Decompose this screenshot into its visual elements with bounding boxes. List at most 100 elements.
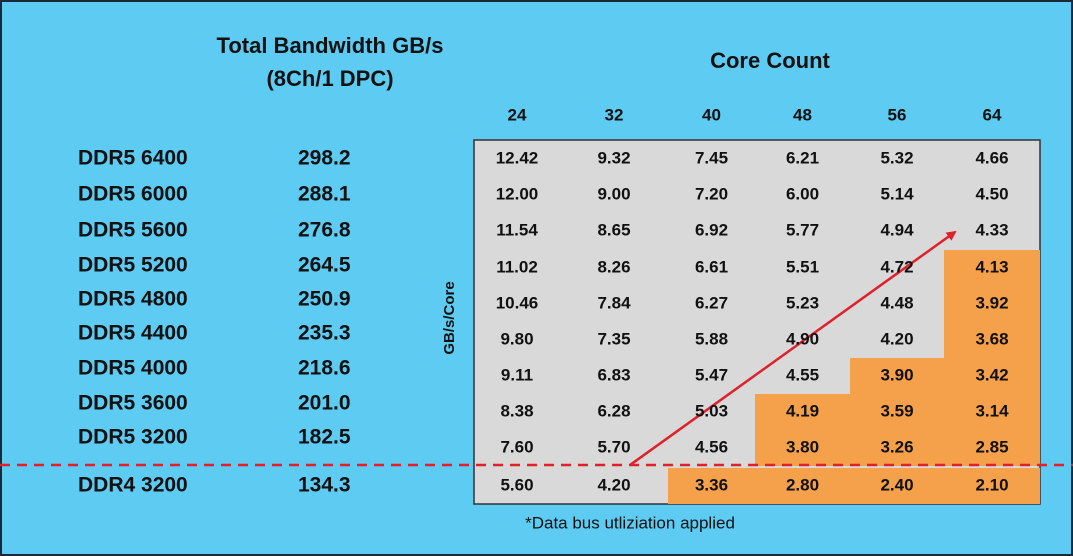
cell: 5.88 [695, 329, 728, 348]
cell: 3.26 [880, 437, 913, 456]
highlight [944, 250, 1040, 286]
cell: 3.14 [975, 401, 1009, 420]
cell: 7.45 [695, 148, 728, 167]
cell: 2.80 [786, 475, 819, 494]
memory-label: DDR4 3200 [78, 474, 188, 497]
cell: 9.32 [597, 148, 630, 167]
cell: 6.27 [695, 293, 728, 312]
cell: 3.68 [975, 329, 1008, 348]
bandwidth: 288.1 [298, 183, 351, 206]
cell: 5.70 [597, 437, 630, 456]
cell: 6.00 [786, 184, 819, 203]
memory-label: DDR5 4800 [78, 288, 188, 311]
cell: 6.92 [695, 220, 728, 239]
cell: 4.33 [975, 220, 1008, 239]
cell: 7.84 [597, 293, 631, 312]
bandwidth: 134.3 [298, 474, 351, 497]
cell: 12.42 [496, 148, 539, 167]
cell: 7.20 [695, 184, 728, 203]
cell: 11.54 [496, 220, 538, 239]
cell: 5.60 [500, 475, 533, 494]
cell: 2.85 [975, 437, 1008, 456]
cell: 5.23 [786, 293, 819, 312]
cell: 3.92 [975, 293, 1008, 312]
cell: 2.40 [880, 475, 913, 494]
cell: 8.38 [500, 401, 533, 420]
cell: 5.14 [880, 184, 914, 203]
cell: 9.80 [500, 329, 533, 348]
cell: 9.00 [597, 184, 630, 203]
row-axis-label: GB/s/Core [441, 281, 458, 354]
cell: 8.26 [597, 257, 630, 276]
cell: 5.47 [695, 365, 728, 384]
cell: 5.32 [880, 148, 913, 167]
table [473, 139, 1041, 505]
cell: 4.13 [975, 257, 1008, 276]
cell: 4.48 [880, 293, 913, 312]
column-label: 40 [702, 105, 721, 124]
highlight [755, 394, 1040, 430]
bandwidth: 182.5 [298, 426, 351, 449]
cell: 6.21 [786, 148, 819, 167]
memory-label: DDR5 3200 [78, 426, 188, 449]
bandwidth: 250.9 [298, 288, 351, 311]
cell: 3.36 [695, 475, 728, 494]
highlight [668, 468, 1040, 504]
cell: 6.61 [695, 257, 728, 276]
cell: 6.28 [597, 401, 630, 420]
cell: 3.90 [880, 365, 913, 384]
cell: 4.72 [880, 257, 913, 276]
cell: 3.42 [975, 365, 1008, 384]
trend-arrow [629, 230, 957, 467]
memory-label: DDR5 6000 [78, 183, 188, 206]
highlight [944, 322, 1040, 358]
highlight [755, 430, 1040, 466]
memory-label: DDR5 5200 [78, 254, 188, 277]
cell: 4.94 [880, 220, 914, 239]
cell: 4.50 [975, 184, 1008, 203]
memory-label: DDR5 4400 [78, 322, 188, 345]
cell: 3.59 [880, 401, 913, 420]
cell: 12.00 [496, 184, 539, 203]
title-line2: (8Ch/1 DPC) [266, 66, 393, 91]
cell: 2.10 [975, 475, 1008, 494]
bandwidth: 298.2 [298, 147, 351, 170]
cell: 5.03 [695, 401, 728, 420]
cell: 4.20 [880, 329, 913, 348]
cell: 4.19 [786, 401, 819, 420]
highlight [944, 286, 1040, 322]
bandwidth: 235.3 [298, 322, 351, 345]
memory-label: DDR5 4000 [78, 357, 188, 380]
column-label: 56 [888, 105, 907, 124]
cell: 9.11 [501, 365, 533, 384]
highlight [850, 358, 1040, 394]
column-label: 48 [793, 105, 812, 124]
bandwidth: 201.0 [298, 392, 351, 415]
column-label: 64 [983, 105, 1002, 124]
cell: 4.20 [597, 475, 630, 494]
cell: 7.60 [500, 437, 533, 456]
memory-label: DDR5 3600 [78, 392, 188, 415]
column-label: 32 [605, 105, 624, 124]
bandwidth: 218.6 [298, 357, 351, 380]
column-header: Core Count [710, 48, 830, 73]
cell: 5.77 [786, 220, 819, 239]
cell: 4.56 [695, 437, 728, 456]
memory-label: DDR5 5600 [78, 219, 188, 242]
cell: 6.83 [597, 365, 630, 384]
title-line1: Total Bandwidth GB/s [217, 33, 444, 58]
cell: 4.55 [786, 365, 819, 384]
cell: 3.80 [786, 437, 819, 456]
cell: 10.46 [496, 293, 539, 312]
memory-label: DDR5 6400 [78, 147, 188, 170]
cell: 5.51 [786, 257, 819, 276]
cell: 11.02 [496, 257, 538, 276]
bandwidth: 276.8 [298, 219, 351, 242]
cell: 8.65 [597, 220, 630, 239]
bandwidth: 264.5 [298, 254, 351, 277]
cell: 4.66 [975, 148, 1008, 167]
column-label: 24 [508, 105, 527, 124]
footnote: *Data bus utliziation applied [525, 513, 735, 532]
cell: 7.35 [597, 329, 630, 348]
